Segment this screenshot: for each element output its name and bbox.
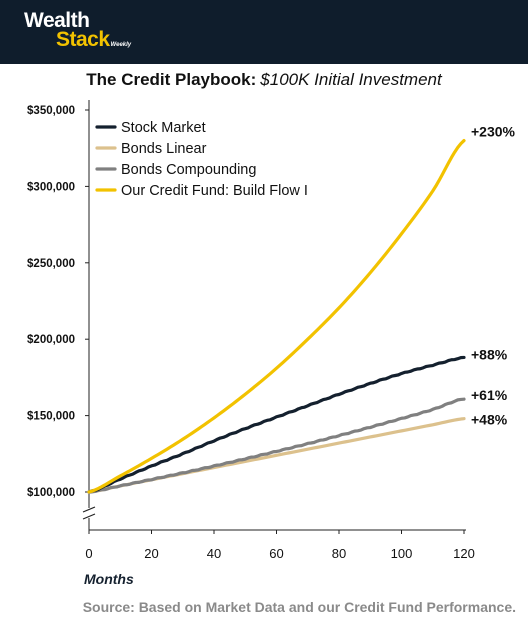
y-tick-label: $250,000 <box>27 258 75 270</box>
x-tick-label: 80 <box>332 546 346 561</box>
y-tick-label: $350,000 <box>27 105 75 117</box>
series-end-label: +48% <box>471 412 508 428</box>
series-end-label: +230% <box>471 124 516 140</box>
x-tick-label: 0 <box>85 546 92 561</box>
brand-logo: Wealth StackWeekly <box>24 10 131 50</box>
x-tick-label: 100 <box>391 546 413 561</box>
y-tick-label: $100,000 <box>27 487 75 499</box>
series-end-label: +88% <box>471 347 508 363</box>
x-axis-label: Months <box>84 571 134 587</box>
legend-label: Bonds Linear <box>121 141 207 157</box>
chart-title: The Credit Playbook: $100K Initial Invest… <box>0 70 528 90</box>
x-tick-label: 60 <box>269 546 283 561</box>
legend-label: Our Credit Fund: Build Flow I <box>121 183 308 199</box>
series-line-our-credit-fund-build-flow-i <box>87 138 466 494</box>
x-tick-label: 120 <box>453 546 475 561</box>
header-banner: Wealth StackWeekly <box>0 0 528 64</box>
chart-title-sub: $100K Initial Investment <box>260 70 442 89</box>
axis-break-mark <box>82 506 96 513</box>
series-end-label: +61% <box>471 387 508 403</box>
source-note: Source: Based on Market Data and our Cre… <box>82 599 516 615</box>
series-line-bonds-compounding <box>87 397 466 494</box>
x-tick-label: 20 <box>144 546 158 561</box>
y-tick-label: $150,000 <box>27 411 75 423</box>
y-tick-label: $300,000 <box>27 181 75 193</box>
y-tick-label: $200,000 <box>27 334 75 346</box>
x-tick-label: 40 <box>207 546 221 561</box>
legend-label: Bonds Compounding <box>121 162 256 178</box>
axis-break-mark <box>82 513 96 520</box>
chart-title-main: The Credit Playbook: <box>86 70 257 89</box>
series-line-stock-market <box>87 355 466 494</box>
logo-word-stack-text: Stack <box>56 28 110 51</box>
logo-word-stack: StackWeekly <box>56 29 131 50</box>
logo-word-weekly: Weekly <box>110 42 132 48</box>
logo-word-wealth: Wealth <box>24 9 90 32</box>
legend-label: Stock Market <box>121 120 206 136</box>
